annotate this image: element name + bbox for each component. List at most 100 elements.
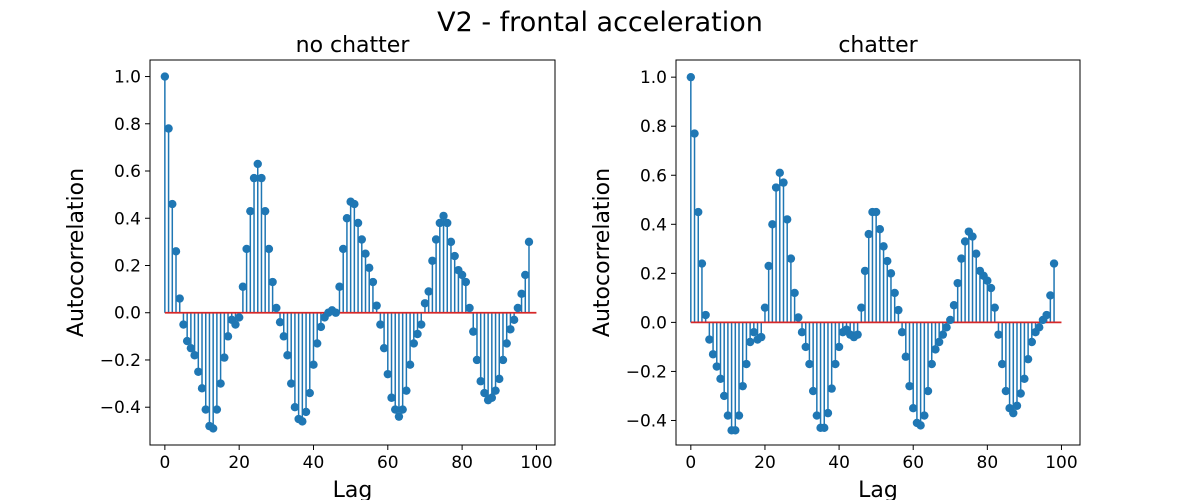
stem-marker <box>472 355 482 365</box>
stem-marker <box>517 289 526 299</box>
stem-marker <box>920 411 929 420</box>
stem-marker <box>1035 323 1044 332</box>
y-tick-label: 0.4 <box>114 209 141 229</box>
stem-marker <box>398 405 407 414</box>
y-tick-label: 0.2 <box>114 256 141 276</box>
stem-marker <box>223 332 233 341</box>
stem-marker <box>365 263 374 273</box>
stem-marker <box>775 168 784 178</box>
stem-marker <box>757 332 766 342</box>
stem-marker <box>794 313 803 322</box>
stem-marker <box>1012 401 1022 410</box>
stem-marker <box>372 301 381 310</box>
stem-marker <box>190 351 199 360</box>
stem-marker <box>353 218 363 228</box>
stem-marker <box>301 407 311 417</box>
x-tick-label: 0 <box>685 453 696 473</box>
plot-no-chatter: no chatter 0 20 40 60 80 100 −0.4 −0.2 0.0 0.2 0.4 0… <box>64 33 556 500</box>
x-tick-label: 100 <box>1045 453 1077 473</box>
stem-marker <box>782 215 792 224</box>
stem-marker <box>283 351 292 360</box>
stem-marker <box>179 320 188 329</box>
stem-marker <box>894 305 903 315</box>
x-tick-label: 60 <box>902 453 924 473</box>
stem-marker <box>480 388 489 398</box>
stem-marker <box>524 237 534 247</box>
stem-marker <box>797 327 807 337</box>
stem-marker <box>309 360 318 369</box>
stem-marker <box>286 379 296 388</box>
stem-marker <box>387 393 396 402</box>
stem-marker <box>521 270 530 280</box>
stem-marker <box>808 386 818 396</box>
stem-marker <box>972 249 981 258</box>
stem-marker <box>997 359 1007 369</box>
stem-marker <box>357 235 366 244</box>
stem-marker <box>1042 310 1051 320</box>
stem-marker <box>208 424 218 433</box>
stem-marker <box>186 343 196 353</box>
stem-marker <box>805 359 814 369</box>
stem-marker <box>690 129 699 138</box>
stem-marker <box>461 277 471 287</box>
y-tick-label: −0.2 <box>100 351 141 371</box>
stem-marker <box>260 206 270 216</box>
stem-marker <box>909 404 918 413</box>
stem-marker <box>901 352 910 361</box>
stem-marker <box>686 72 696 82</box>
stem-marker <box>1020 374 1029 383</box>
x-tick-label: 40 <box>828 453 850 473</box>
y-tick-label: 1.0 <box>640 68 667 88</box>
stem-marker <box>957 254 966 263</box>
stem-marker <box>723 411 733 420</box>
x-tick-label: 0 <box>159 453 170 473</box>
stem-marker <box>305 388 314 398</box>
stem-marker <box>428 256 437 265</box>
stem-marker <box>705 335 714 344</box>
stem-marker <box>450 251 459 261</box>
stem-marker <box>342 214 352 223</box>
stem-marker <box>435 218 445 228</box>
stem-marker <box>212 405 222 414</box>
stem-marker <box>879 242 888 251</box>
figure-title: V2 - frontal acceleration <box>437 7 763 38</box>
stem-marker <box>738 381 747 391</box>
stem-marker <box>495 374 504 384</box>
stem-marker <box>960 237 970 246</box>
stem-marker <box>942 323 951 332</box>
x-tick-label: 20 <box>228 453 250 473</box>
stem-marker <box>820 423 829 433</box>
stem-marker <box>361 249 370 258</box>
x-tick-label: 100 <box>520 453 552 473</box>
stem-marker <box>383 369 392 379</box>
stem-marker <box>742 359 751 369</box>
x-tick-label: 20 <box>754 453 776 473</box>
stem-marker <box>506 325 515 334</box>
stem-marker <box>931 345 940 354</box>
stem-marker <box>857 303 866 312</box>
stem-marker <box>768 220 777 229</box>
stem-marker <box>812 411 822 420</box>
stem-marker <box>394 412 404 421</box>
stem-marker <box>298 417 307 426</box>
stem-marker <box>509 315 519 325</box>
stem-marker <box>465 303 474 313</box>
stem-marker <box>491 386 500 395</box>
stem-marker <box>249 173 259 183</box>
x-tick-label: 80 <box>977 453 999 473</box>
stem-marker <box>886 269 896 278</box>
y-axis-label: Autocorrelation <box>64 168 89 337</box>
stem-marker <box>990 303 999 312</box>
stem-marker <box>834 342 844 352</box>
stem-marker <box>402 386 411 395</box>
stem-marker <box>339 244 348 254</box>
stem-marker <box>871 207 881 217</box>
stem-marker <box>313 339 322 348</box>
y-tick-label: 0.6 <box>640 166 667 186</box>
stem-marker <box>994 330 1003 339</box>
stem-marker <box>420 299 430 308</box>
y-tick-label: −0.4 <box>626 411 667 431</box>
x-axis-label: Lag <box>858 478 898 500</box>
stem-marker <box>923 386 933 396</box>
